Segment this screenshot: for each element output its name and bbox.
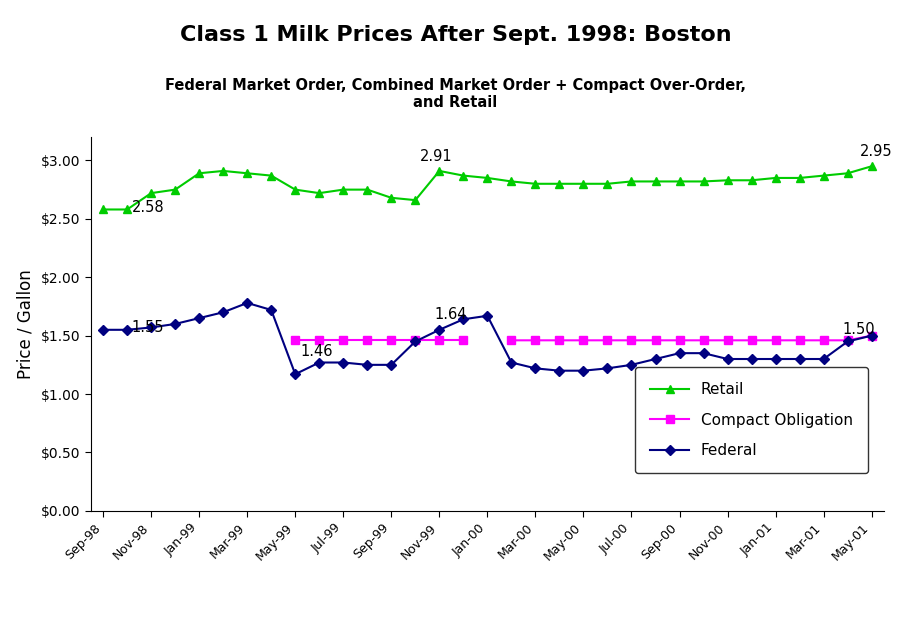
- Retail: [458, 172, 469, 179]
- Federal: [146, 324, 157, 331]
- Compact Obligation: [386, 336, 397, 344]
- Federal: [794, 355, 805, 363]
- Federal: [698, 350, 709, 357]
- Text: 1.55: 1.55: [132, 320, 164, 335]
- Federal: [578, 367, 589, 374]
- Retail: [842, 169, 853, 177]
- Retail: [674, 178, 685, 185]
- Retail: [169, 186, 180, 193]
- Retail: [602, 180, 613, 188]
- Retail: [866, 163, 877, 170]
- Federal: [266, 306, 277, 313]
- Federal: [530, 364, 541, 372]
- Retail: [506, 178, 517, 185]
- Text: 1.64: 1.64: [435, 307, 467, 322]
- Federal: [362, 361, 373, 369]
- Retail: [266, 172, 277, 179]
- Federal: [122, 326, 133, 333]
- Federal: [458, 316, 469, 323]
- Text: 2.95: 2.95: [860, 145, 892, 159]
- Federal: [506, 359, 517, 366]
- Retail: [338, 186, 349, 193]
- Retail: [746, 176, 757, 184]
- Federal: [722, 355, 733, 363]
- Federal: [770, 355, 781, 363]
- Federal: [218, 308, 229, 316]
- Federal: [241, 299, 252, 307]
- Retail: [794, 174, 805, 182]
- Text: 1.50: 1.50: [843, 322, 875, 337]
- Retail: [362, 186, 373, 193]
- Retail: [698, 178, 709, 185]
- Retail: [530, 180, 541, 188]
- Y-axis label: Price / Gallon: Price / Gallon: [16, 269, 34, 379]
- Retail: [578, 180, 589, 188]
- Retail: [146, 189, 157, 197]
- Federal: [290, 371, 301, 378]
- Federal: [842, 338, 853, 345]
- Compact Obligation: [410, 336, 421, 344]
- Retail: [386, 194, 397, 201]
- Text: 1.46: 1.46: [300, 345, 333, 359]
- Federal: [482, 312, 493, 320]
- Legend: Retail, Compact Obligation, Federal: Retail, Compact Obligation, Federal: [635, 367, 868, 473]
- Text: Class 1 Milk Prices After Sept. 1998: Boston: Class 1 Milk Prices After Sept. 1998: Bo…: [179, 25, 732, 45]
- Retail: [650, 178, 661, 185]
- Line: Compact Obligation: Compact Obligation: [292, 336, 467, 345]
- Federal: [554, 367, 565, 374]
- Text: 2.91: 2.91: [420, 149, 453, 164]
- Federal: [410, 338, 421, 345]
- Federal: [650, 355, 661, 363]
- Text: 2.58: 2.58: [132, 199, 165, 215]
- Federal: [338, 359, 349, 366]
- Federal: [169, 320, 180, 328]
- Retail: [410, 196, 421, 204]
- Compact Obligation: [338, 336, 349, 344]
- Line: Federal: Federal: [99, 300, 875, 378]
- Compact Obligation: [362, 336, 373, 344]
- Retail: [241, 169, 252, 177]
- Federal: [626, 361, 637, 369]
- Retail: [554, 180, 565, 188]
- Retail: [313, 189, 324, 197]
- Retail: [434, 167, 445, 174]
- Federal: [674, 350, 685, 357]
- Retail: [97, 206, 108, 213]
- Retail: [218, 167, 229, 174]
- Federal: [434, 326, 445, 333]
- Retail: [194, 169, 205, 177]
- Retail: [122, 206, 133, 213]
- Federal: [194, 315, 205, 322]
- Retail: [722, 176, 733, 184]
- Line: Retail: Retail: [99, 162, 875, 214]
- Federal: [818, 355, 829, 363]
- Retail: [482, 174, 493, 182]
- Federal: [746, 355, 757, 363]
- Federal: [313, 359, 324, 366]
- Compact Obligation: [290, 336, 301, 344]
- Compact Obligation: [458, 336, 469, 344]
- Compact Obligation: [434, 336, 445, 344]
- Compact Obligation: [313, 336, 324, 344]
- Text: Federal Market Order, Combined Market Order + Compact Over-Order,
and Retail: Federal Market Order, Combined Market Or…: [165, 78, 746, 110]
- Retail: [770, 174, 781, 182]
- Federal: [97, 326, 108, 333]
- Retail: [626, 178, 637, 185]
- Retail: [818, 172, 829, 179]
- Federal: [386, 361, 397, 369]
- Federal: [866, 332, 877, 340]
- Retail: [290, 186, 301, 193]
- Federal: [602, 364, 613, 372]
